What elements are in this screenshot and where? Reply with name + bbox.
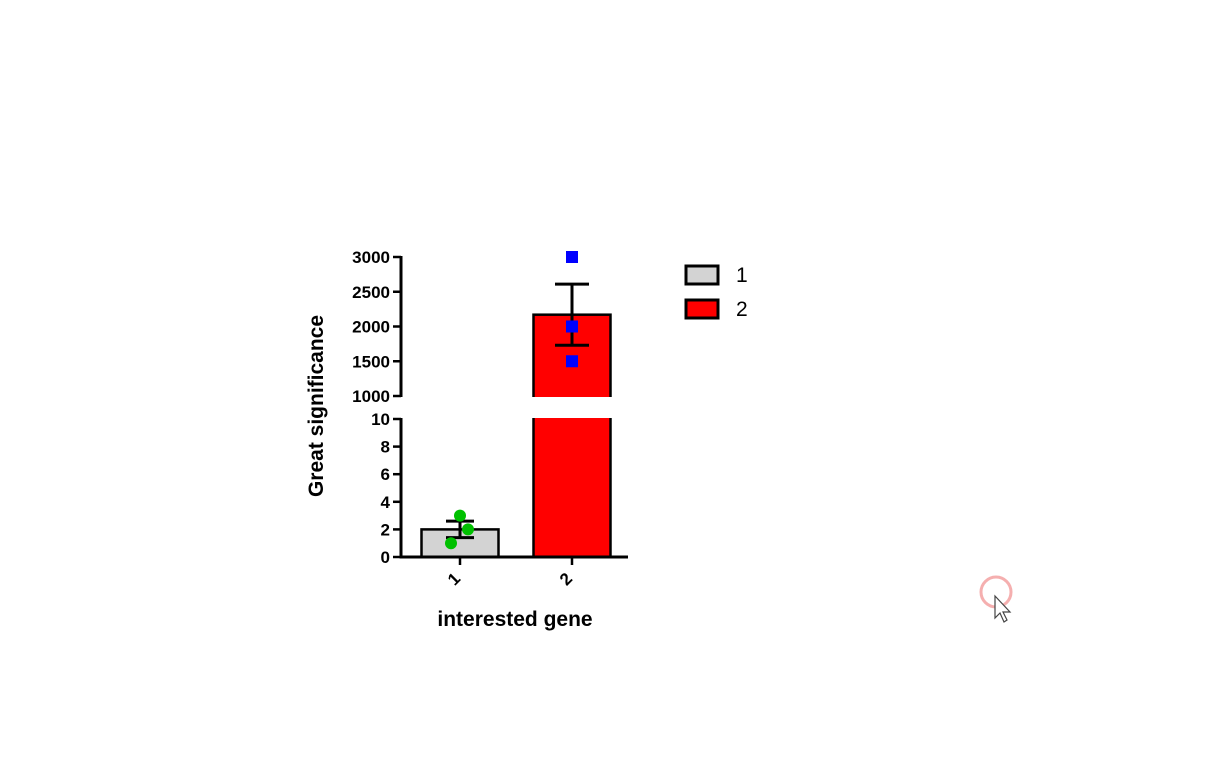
lower-y-tick-label: 0: [381, 548, 390, 567]
y-axis-title: Great significance: [305, 315, 328, 497]
lower-y-tick-label: 4: [381, 493, 391, 512]
legend-label-1: 1: [736, 264, 748, 287]
data-point-1: [454, 509, 466, 522]
legend-label-2: 2: [736, 298, 748, 321]
lower-y-tick-label: 8: [381, 438, 390, 457]
legend-swatch-1: [684, 264, 720, 286]
mouse-cursor-icon: [979, 575, 1013, 623]
x-tick-label-1: 1: [444, 569, 464, 589]
lower-y-tick-label: 2: [381, 520, 390, 539]
data-points: [445, 251, 578, 550]
lower-y-ticks: 0 2 4 6 8 10: [371, 410, 401, 567]
legend: 12: [684, 264, 748, 321]
bars: [420, 313, 615, 559]
upper-y-tick-label: 1000: [352, 387, 390, 406]
data-point-2: [566, 251, 578, 263]
lower-y-tick-label: 6: [381, 465, 390, 484]
lower-y-tick-label: 10: [371, 410, 390, 429]
data-point-1: [445, 537, 457, 550]
x-tick-label-2: 2: [556, 569, 576, 589]
upper-y-tick-label: 2500: [352, 283, 390, 302]
upper-y-ticks: 1000 1500 2000 2500 3000: [352, 248, 401, 406]
axes: [399, 256, 628, 559]
bar-2: [532, 313, 612, 559]
x-axis-title: interested gene: [437, 608, 592, 631]
upper-y-tick-label: 1500: [352, 352, 390, 371]
data-point-1: [462, 523, 474, 536]
axis-break-gap: [529, 397, 615, 418]
upper-y-tick-label: 2000: [352, 318, 390, 337]
data-point-2: [566, 355, 578, 368]
upper-y-tick-label: 3000: [352, 248, 390, 267]
legend-swatch-2: [684, 298, 720, 320]
data-point-2: [566, 320, 578, 333]
